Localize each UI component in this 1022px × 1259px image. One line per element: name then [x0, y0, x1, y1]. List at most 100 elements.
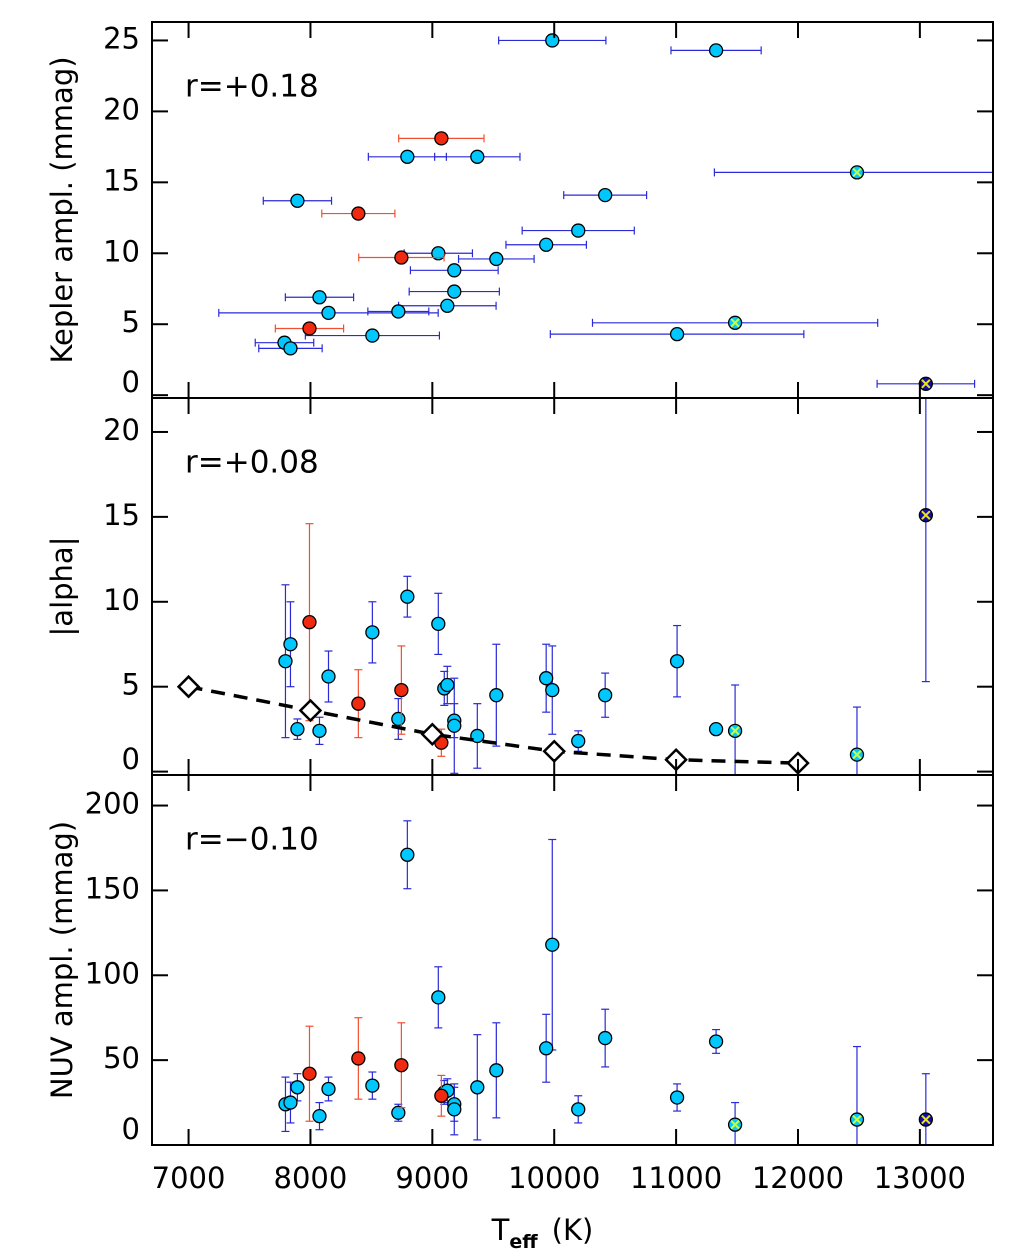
- point: [365, 1078, 380, 1093]
- y-tick-label: 15: [103, 498, 140, 532]
- point: [400, 847, 415, 862]
- point-circle: [283, 637, 298, 652]
- point: [571, 733, 586, 749]
- point: [321, 305, 336, 321]
- point: [391, 304, 406, 319]
- point: [669, 654, 685, 669]
- diamond-marker: [542, 739, 566, 763]
- point: [539, 671, 554, 686]
- y-tick-label: 50: [103, 1041, 140, 1075]
- point-circle: [598, 187, 613, 203]
- point: [312, 290, 327, 305]
- point: [283, 1095, 298, 1110]
- point-circle: [447, 718, 462, 733]
- y-axis-label: NUV ampl. (mmag): [45, 821, 79, 1099]
- point-circle: [708, 1034, 724, 1049]
- point: [312, 723, 327, 738]
- point: [598, 1030, 613, 1046]
- point: [434, 131, 449, 146]
- point: [545, 33, 560, 48]
- point: [918, 1112, 933, 1127]
- x-tick-label: 10000: [508, 1161, 600, 1195]
- point: [302, 321, 317, 336]
- point-circle: [394, 1058, 409, 1073]
- point: [431, 246, 446, 261]
- y-tick-label: 5: [122, 668, 140, 702]
- point-circle: [283, 341, 298, 356]
- point-circle: [447, 284, 462, 299]
- point: [571, 223, 586, 238]
- point-circle: [489, 1063, 504, 1078]
- point-circle: [394, 682, 409, 698]
- point-circle: [571, 733, 586, 749]
- annotation: r=+0.18: [185, 69, 319, 105]
- x-tick-label: 8000: [274, 1161, 348, 1195]
- point-circle: [391, 1105, 406, 1120]
- point: [447, 718, 462, 733]
- point-circle: [489, 251, 504, 267]
- point-circle: [434, 131, 449, 146]
- point: [447, 1102, 462, 1117]
- trend-line: [188, 684, 799, 765]
- x-tick-label: 9000: [395, 1161, 469, 1195]
- point-circle: [391, 711, 406, 727]
- plot-area: [176, 398, 933, 775]
- point: [447, 284, 462, 299]
- x-tick-label: 13000: [874, 1161, 966, 1195]
- point-circle: [440, 298, 455, 313]
- point: [849, 747, 865, 762]
- point-circle: [312, 723, 327, 738]
- point-cross: [852, 749, 862, 760]
- point-circle: [394, 250, 409, 265]
- point: [321, 669, 336, 684]
- point: [539, 1041, 554, 1056]
- y-axis-label: |alpha|: [45, 537, 79, 637]
- point-circle: [447, 263, 462, 278]
- point-circle: [290, 1080, 305, 1095]
- point: [391, 1105, 406, 1120]
- point-circle: [321, 305, 336, 321]
- point-circle: [470, 1080, 485, 1095]
- point: [283, 637, 298, 652]
- point-circle: [302, 615, 317, 630]
- point-circle: [351, 206, 366, 221]
- point-circle: [545, 33, 560, 48]
- point-circle: [321, 669, 336, 684]
- point: [431, 990, 446, 1005]
- point: [365, 328, 380, 343]
- point: [321, 1081, 336, 1097]
- point: [489, 1063, 504, 1078]
- point: [278, 654, 293, 669]
- point: [351, 206, 366, 221]
- point-circle: [312, 1108, 327, 1124]
- annotation: r=+0.08: [185, 445, 319, 481]
- x-label-main: T: [491, 1213, 510, 1247]
- point-cross: [730, 318, 740, 328]
- point-circle: [365, 1078, 380, 1093]
- plot-area: [278, 820, 933, 1145]
- diamond-marker: [420, 722, 445, 747]
- y-tick-label: 100: [85, 956, 140, 990]
- point-cross: [852, 167, 862, 178]
- point: [447, 263, 462, 278]
- point: [290, 1080, 305, 1095]
- point-circle: [302, 1066, 317, 1081]
- point: [394, 682, 409, 698]
- point-circle: [539, 1041, 554, 1056]
- y-tick-label: 200: [85, 787, 140, 821]
- point-circle: [290, 721, 305, 737]
- point: [391, 711, 406, 727]
- point: [571, 1102, 586, 1117]
- point-circle: [400, 847, 415, 862]
- point: [708, 43, 724, 58]
- point: [365, 625, 380, 640]
- point-circle: [302, 321, 317, 336]
- y-tick-label: 0: [122, 365, 140, 399]
- y-tick-label: 0: [122, 742, 140, 776]
- panel-frame: [151, 774, 994, 1146]
- point-cross: [921, 379, 931, 389]
- point: [918, 508, 933, 523]
- y-tick-label: 15: [103, 163, 140, 197]
